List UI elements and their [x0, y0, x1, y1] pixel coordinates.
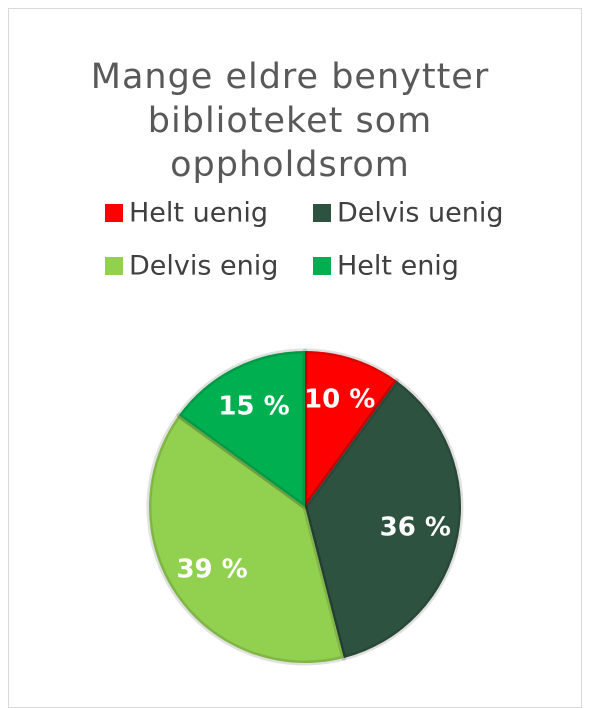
pie-slice [302, 378, 464, 661]
chart-title: Mange eldre benytter biblioteket som opp… [90, 57, 490, 185]
pie-slice [146, 412, 347, 666]
data-label: 15 % [218, 391, 289, 421]
legend-swatch [105, 257, 123, 275]
data-label: 10 % [304, 385, 375, 415]
pie-slice [176, 348, 308, 510]
legend-swatch [105, 204, 123, 222]
legend-swatch [313, 257, 331, 275]
legend-label: Delvis uenig [337, 198, 504, 229]
legend-swatch [313, 204, 331, 222]
data-label: 39 % [176, 555, 247, 585]
page: Mange eldre benytter biblioteket som opp… [8, 8, 582, 708]
chart: Helt uenig Delvis uenig Delvis enig Helt en… [105, 198, 504, 666]
legend-label: Delvis enig [129, 251, 278, 282]
pie-slice [302, 348, 400, 510]
data-label: 36 % [380, 513, 451, 543]
legend-label: Helt enig [337, 251, 459, 282]
legend-label: Helt uenig [129, 198, 268, 229]
